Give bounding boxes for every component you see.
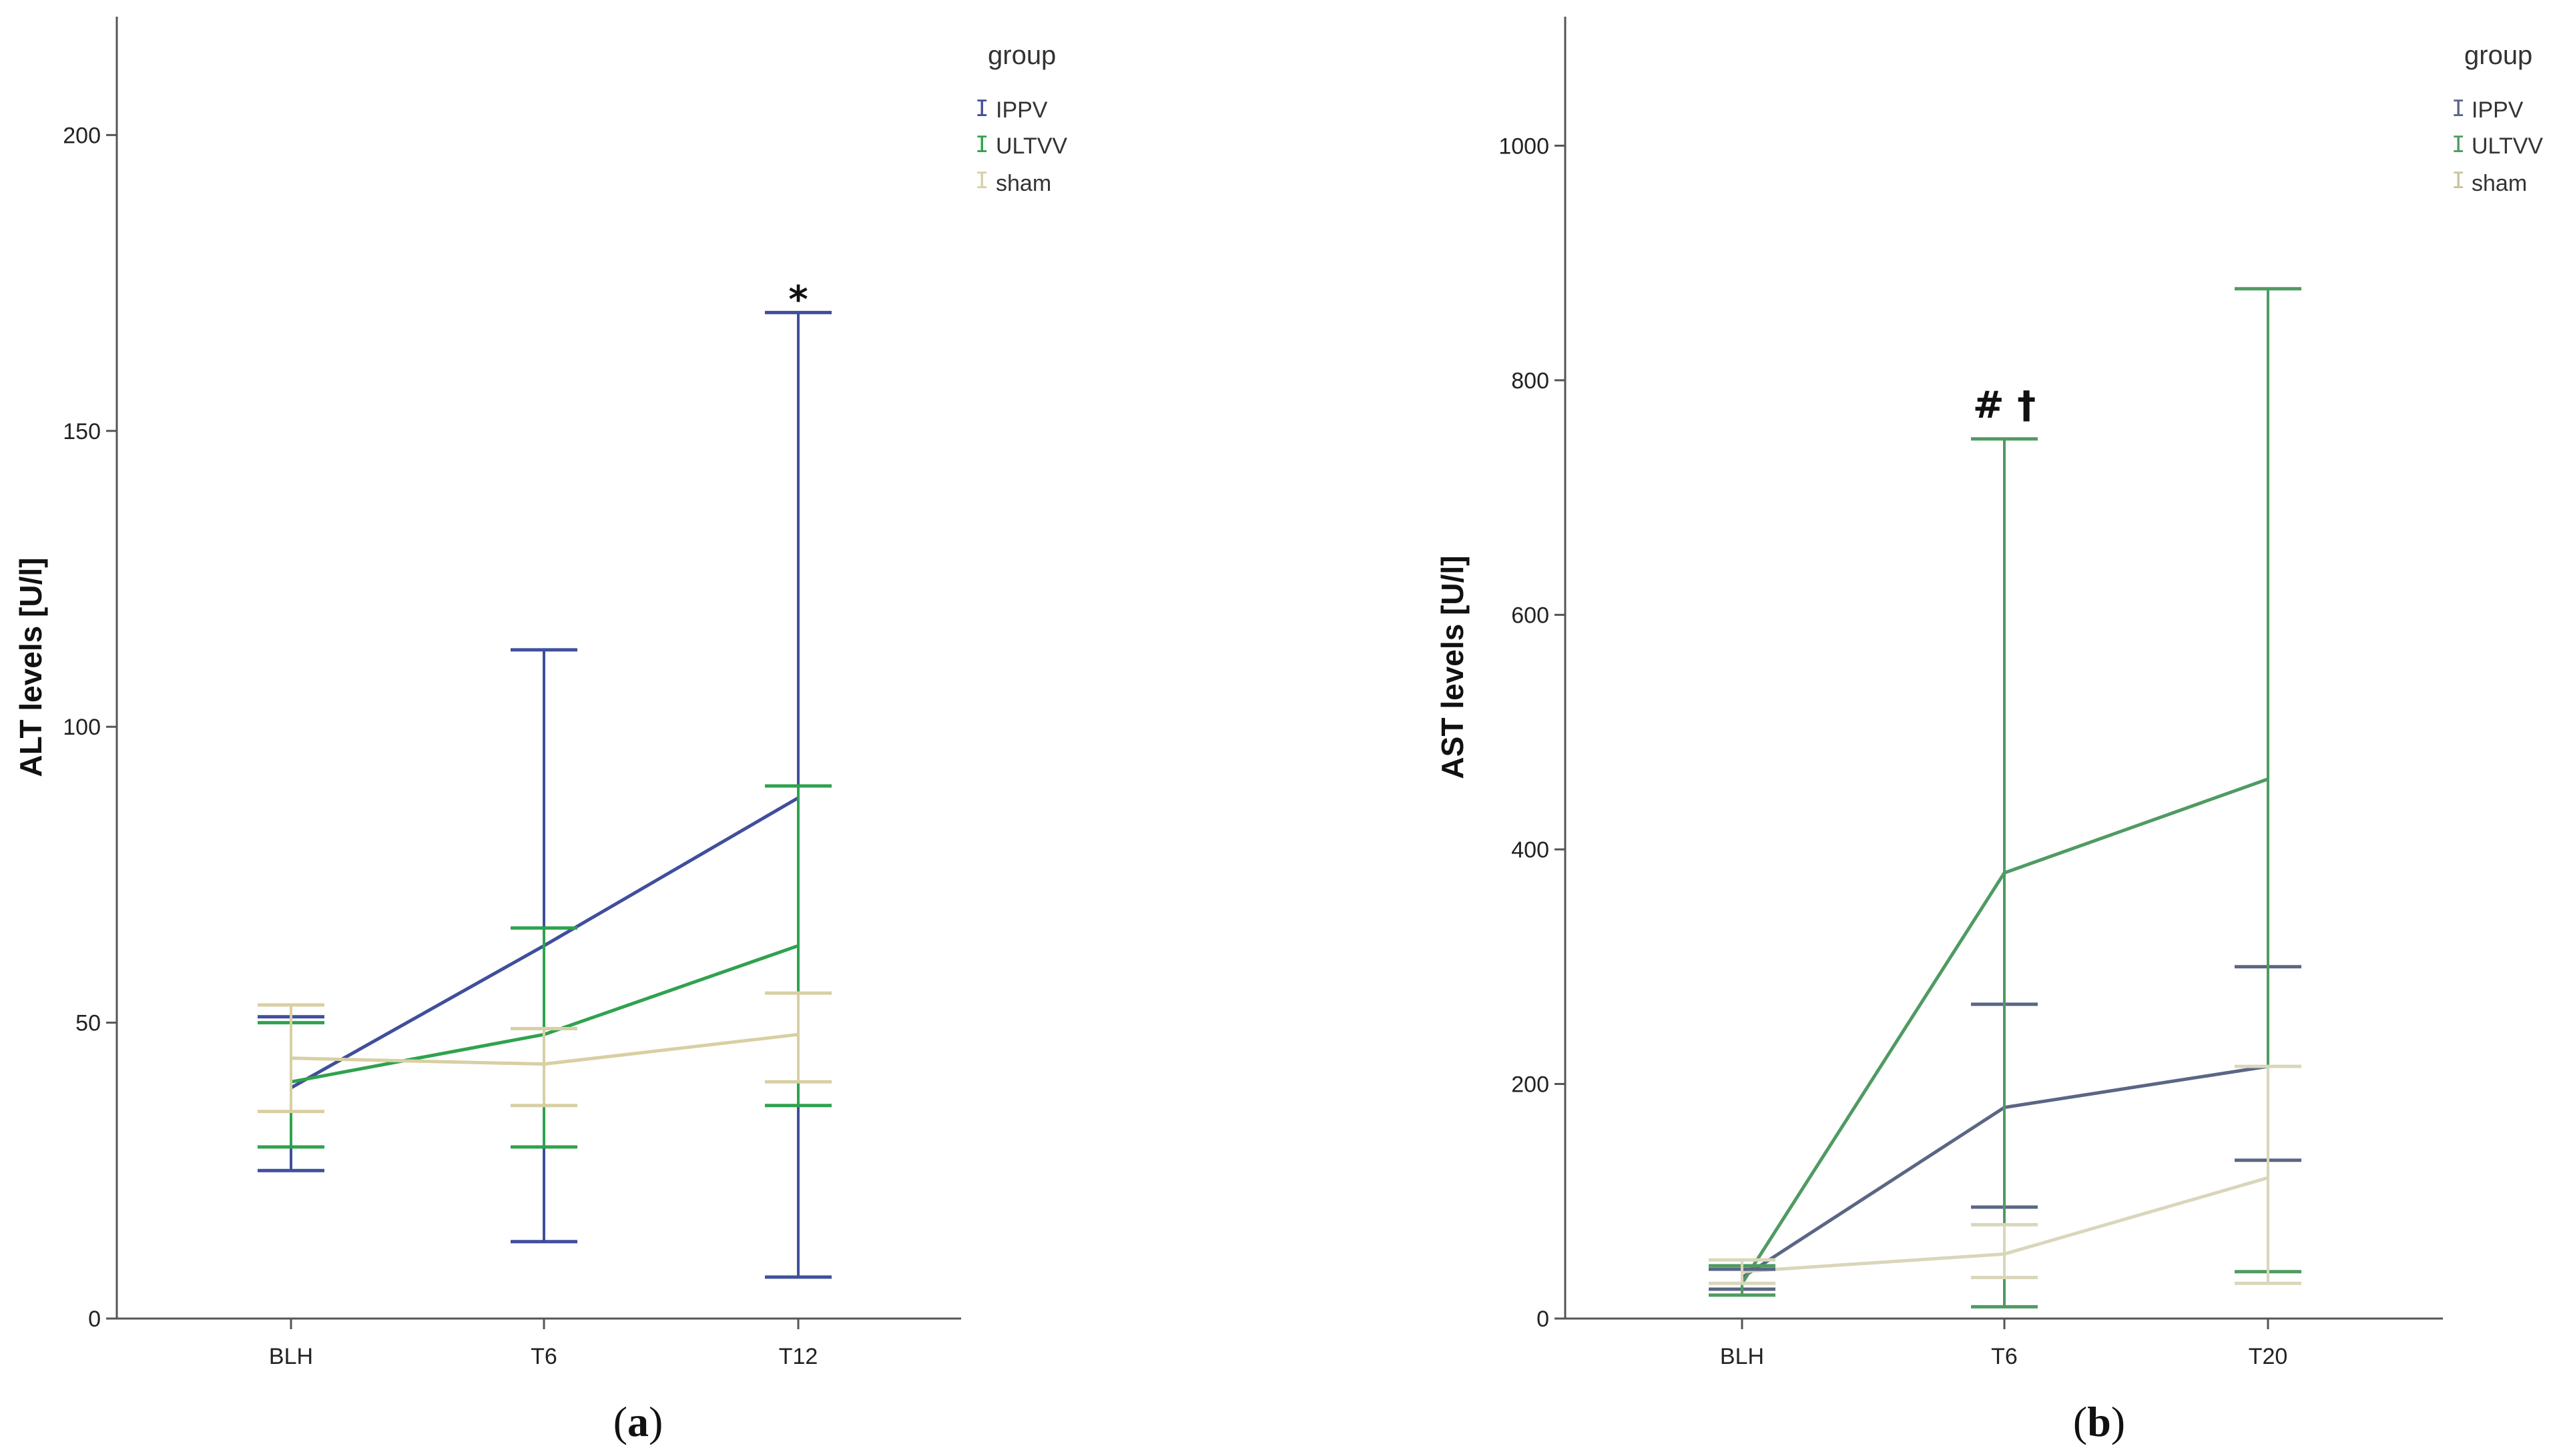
legend-item-ultvv: I ULTVV (975, 131, 1067, 159)
y-tick-label: 200 (1511, 1072, 1549, 1097)
panel-a-xticks: BLH T6 T12 (269, 1319, 818, 1369)
legend-label: IPPV (2472, 97, 2524, 123)
panel-b-annotation: # † (1973, 384, 2036, 427)
x-tick-label: BLH (269, 1344, 313, 1369)
panel-b-xticks: BLH T6 T20 (1720, 1319, 2287, 1369)
legend-label: ULTVV (996, 133, 1067, 159)
legend-item-ippv: I IPPV (2452, 95, 2524, 123)
legend-label: sham (996, 171, 1051, 196)
legend-swatch-icon: I (975, 167, 988, 194)
legend-label: ULTVV (2472, 133, 2543, 159)
legend-item-ippv: I IPPV (975, 95, 1048, 123)
y-tick-label: 0 (1536, 1307, 1549, 1332)
panel-b: 0 200 400 600 800 1000 BLH T6 T20 AST levels [U… (1435, 17, 2543, 1445)
x-tick-label: T12 (779, 1344, 818, 1369)
legend-swatch-icon: I (2452, 167, 2465, 194)
legend-swatch-icon: I (975, 95, 988, 122)
legend-swatch-icon: I (975, 131, 988, 158)
x-tick-label: T6 (1991, 1344, 2018, 1369)
x-tick-label: BLH (1720, 1344, 1764, 1369)
legend-label: IPPV (996, 97, 1048, 123)
panel-a-annotation: * (788, 278, 808, 322)
errorbar-sham (1971, 1222, 2038, 1279)
errorbar-sham (1709, 1258, 1775, 1285)
y-tick-label: 0 (88, 1307, 101, 1332)
panel-a-legend: group I IPPV I ULTVV I sham (975, 41, 1067, 196)
errorbar-sham (511, 1026, 577, 1108)
panel-a-letter: a (627, 1398, 649, 1445)
y-tick-label: 50 (75, 1011, 101, 1036)
y-tick-label: 100 (63, 715, 101, 740)
errorbar-sham (765, 991, 832, 1084)
legend-swatch-icon: I (2452, 131, 2465, 158)
panel-b-ylabel: AST levels [U/l] (1435, 556, 1470, 779)
panel-a-ylabel: ALT levels [U/l] (13, 558, 48, 777)
errorbar-sham (2235, 1064, 2301, 1285)
legend-item-ultvv: I ULTVV (2452, 131, 2543, 159)
legend-swatch-icon: I (2452, 95, 2465, 122)
x-tick-label: T6 (531, 1344, 557, 1369)
panel-a-caption: (a) (613, 1398, 663, 1445)
y-tick-label: 400 (1511, 837, 1549, 863)
panel-b-legend-title: group (2464, 41, 2532, 70)
y-tick-label: 150 (63, 419, 101, 444)
legend-item-sham: I sham (975, 167, 1051, 196)
y-tick-label: 600 (1511, 603, 1549, 628)
panel-a-legend-title: group (988, 41, 1056, 70)
errorbar-ultvv (1971, 437, 2038, 1309)
y-tick-label: 1000 (1498, 133, 1549, 159)
panel-b-yticks: 0 200 400 600 800 1000 (1498, 133, 1565, 1332)
x-tick-label: T20 (2249, 1344, 2288, 1369)
y-tick-label: 800 (1511, 368, 1549, 394)
legend-item-sham: I sham (2452, 167, 2527, 196)
panel-a-axes (115, 17, 961, 1320)
panel-b-legend: group I IPPV I ULTVV I sham (2452, 41, 2543, 196)
panel-a-errorbars (258, 310, 832, 1279)
panel-b-errorbars (1709, 287, 2301, 1309)
panel-a-yticks: 0 50 100 150 200 (63, 123, 117, 1332)
panel-a: 0 50 100 150 200 BLH T6 T12 ALT levels [U/l] *… (13, 17, 1067, 1445)
errorbar-sham (258, 1003, 324, 1114)
legend-label: sham (2472, 171, 2527, 196)
panel-b-caption: (b) (2073, 1398, 2125, 1445)
y-tick-label: 200 (63, 123, 101, 148)
panel-b-letter: b (2087, 1398, 2111, 1445)
